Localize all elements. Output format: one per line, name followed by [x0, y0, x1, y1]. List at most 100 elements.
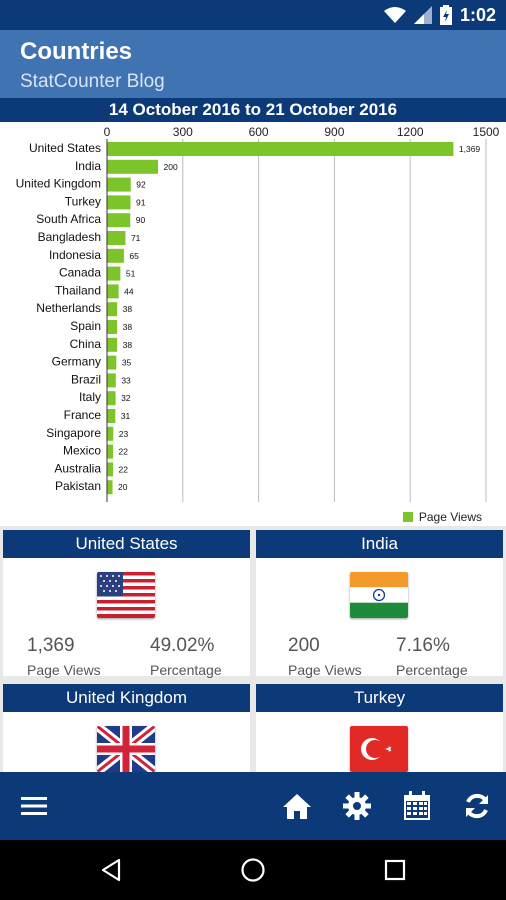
bar [107, 409, 116, 423]
data-label: 44 [124, 286, 134, 296]
country-card-united-states[interactable]: United States 1,369 49.02% Page Views Pe… [3, 530, 250, 678]
x-tick-label: 1500 [473, 125, 500, 139]
category-label: Singapore [46, 426, 101, 440]
page-views-label: Page Views [27, 662, 101, 678]
data-label: 91 [136, 197, 146, 207]
wifi-icon [383, 7, 406, 23]
data-label: 1,369 [459, 144, 481, 154]
category-label: Brazil [71, 372, 101, 386]
category-label: Australia [54, 461, 101, 475]
home-icon [283, 794, 311, 819]
card-title: India [256, 530, 503, 558]
bar [107, 355, 117, 370]
category-label: Pakistan [55, 479, 101, 493]
refresh-button[interactable] [460, 789, 494, 823]
page-views-label: Page Views [288, 662, 362, 678]
settings-button[interactable] [340, 789, 374, 823]
bar [107, 302, 118, 317]
gear-icon [343, 792, 371, 820]
card-title: United Kingdom [3, 684, 250, 712]
category-label: Canada [59, 266, 101, 280]
app-title: Countries [20, 38, 133, 65]
category-label: France [64, 408, 102, 422]
bar [107, 248, 124, 263]
percentage-label: Percentage [150, 662, 222, 678]
chart-svg: 0 300 600 900 1200 1500 United States 1,369 Indi… [16, 125, 500, 515]
data-label: 32 [121, 393, 131, 403]
us-flag-icon [97, 572, 155, 618]
data-label: 51 [126, 269, 136, 279]
data-label: 38 [123, 304, 133, 314]
bar [107, 373, 116, 388]
category-label: Thailand [55, 283, 101, 297]
bar [107, 195, 131, 210]
percentage-value: 7.16% [396, 635, 450, 656]
bar [107, 284, 119, 299]
data-label: 33 [121, 375, 131, 385]
bar [107, 213, 131, 228]
uk-flag-icon [97, 726, 155, 772]
bottom-nav [0, 772, 506, 840]
recents-button[interactable] [380, 855, 410, 885]
date-range-header: 14 October 2016 to 21 October 2016 [0, 98, 506, 122]
category-label: Mexico [63, 444, 101, 458]
category-label: Italy [79, 390, 101, 404]
bar [107, 426, 114, 441]
x-tick-label: 1200 [397, 125, 424, 139]
category-label: Germany [52, 355, 101, 369]
data-label: 38 [123, 322, 133, 332]
recents-icon [384, 859, 406, 881]
home-system-button[interactable] [238, 855, 268, 885]
data-label: 71 [131, 233, 141, 243]
category-label: Netherlands [36, 301, 101, 315]
data-label: 90 [136, 215, 146, 225]
menu-icon [21, 797, 47, 815]
category-label: India [75, 159, 101, 173]
signal-icon [413, 6, 432, 24]
data-label: 38 [123, 340, 133, 350]
status-icons: 1:02 [383, 4, 496, 26]
app-subtitle: StatCounter Blog [20, 71, 165, 92]
data-label: 23 [119, 429, 129, 439]
percentage-label: Percentage [396, 662, 468, 678]
data-label: 35 [122, 358, 132, 368]
legend-label: Page Views [418, 510, 482, 524]
category-label: Spain [70, 319, 101, 333]
home-circle-icon [241, 858, 265, 882]
page-views-value: 200 [288, 635, 320, 656]
back-icon [101, 858, 121, 882]
percentage-value: 49.02% [150, 635, 215, 656]
data-label: 22 [119, 447, 129, 457]
india-flag-icon [350, 572, 408, 618]
bar [107, 391, 116, 406]
calendar-icon [404, 791, 430, 820]
category-label: South Africa [36, 212, 101, 226]
countries-bar-chart: 0 300 600 900 1200 1500 United States 1,369 Indi… [0, 122, 506, 526]
bar [107, 480, 113, 495]
page-views-value: 1,369 [27, 635, 75, 656]
legend-swatch [402, 512, 413, 522]
status-time: 1:02 [459, 4, 496, 25]
back-button[interactable] [96, 855, 126, 885]
country-card-india[interactable]: India 200 7.16% Page Views Percentage [256, 530, 503, 678]
battery-charging-icon [439, 5, 452, 25]
card-title: United States [3, 530, 250, 558]
country-card-united-kingdom[interactable]: United Kingdom [3, 684, 250, 772]
system-nav-bar [0, 840, 506, 900]
calendar-button[interactable] [400, 789, 434, 823]
home-button[interactable] [280, 789, 314, 823]
category-label: Indonesia [49, 248, 101, 262]
data-label: 22 [119, 464, 129, 474]
country-card-turkey[interactable]: Turkey [256, 684, 503, 772]
data-label: 200 [164, 162, 178, 172]
status-bar: 1:02 [0, 0, 506, 30]
category-label: United Kingdom [16, 177, 101, 191]
turkey-flag-icon [350, 726, 408, 772]
data-label: 20 [118, 482, 128, 492]
category-label: Turkey [65, 194, 101, 208]
app-bar: Countries StatCounter Blog [0, 30, 506, 98]
bar [107, 159, 159, 174]
data-label: 92 [136, 180, 146, 190]
menu-button[interactable] [17, 789, 51, 823]
data-label: 31 [121, 411, 131, 421]
